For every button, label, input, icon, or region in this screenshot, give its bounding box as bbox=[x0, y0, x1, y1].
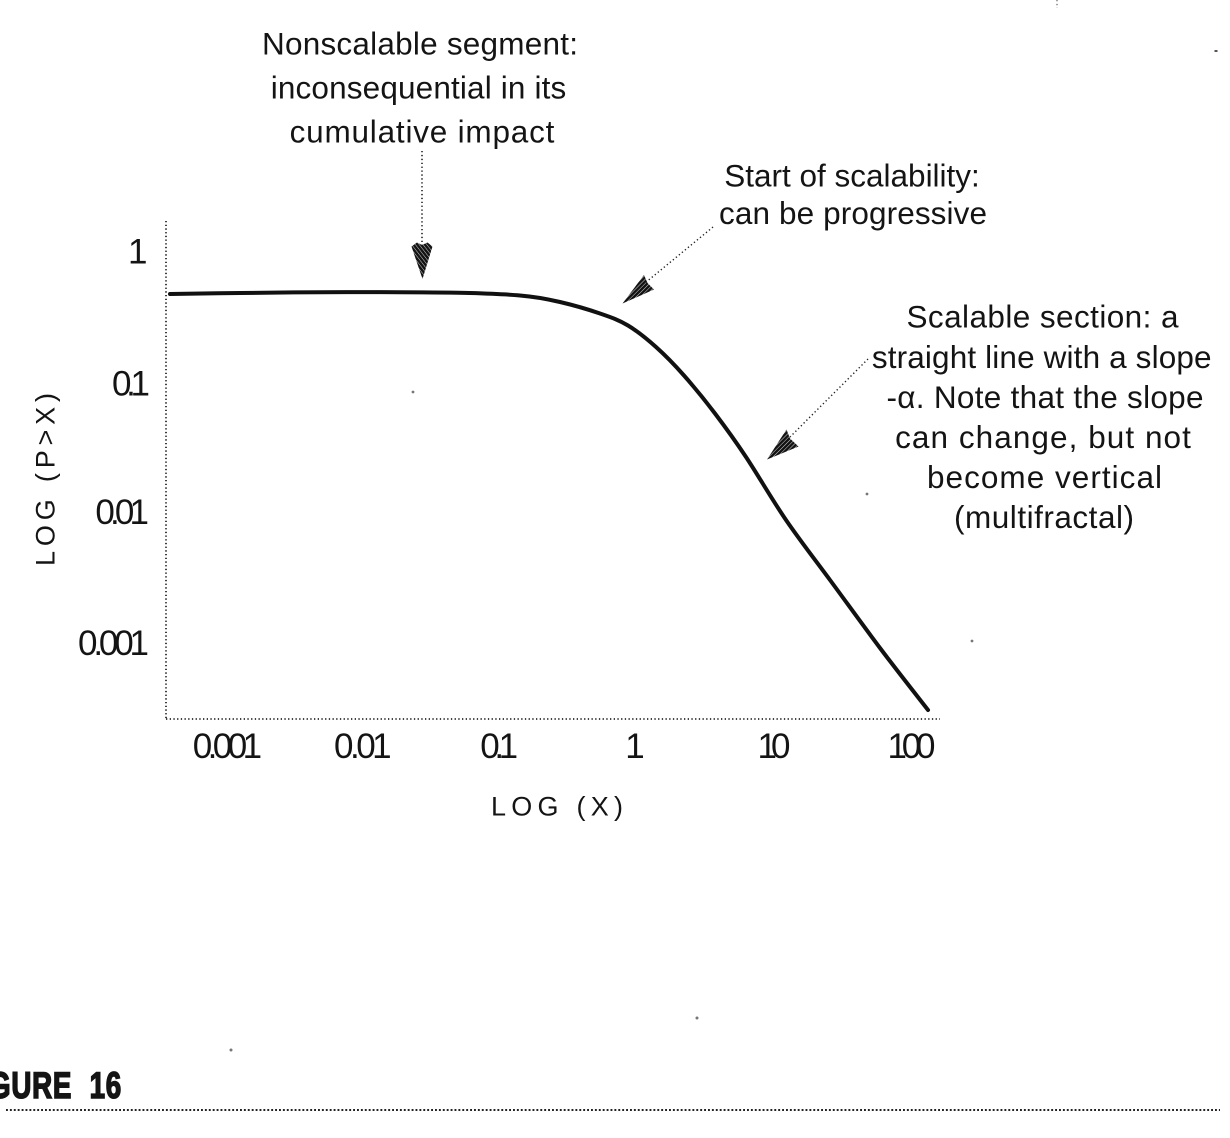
svg-text:become vertical: become vertical bbox=[927, 459, 1162, 495]
svg-text:Scalable section: a: Scalable section: a bbox=[907, 299, 1179, 335]
svg-text:100: 100 bbox=[888, 727, 936, 766]
svg-text:0.1: 0.1 bbox=[480, 727, 518, 766]
svg-text:0.001: 0.001 bbox=[78, 624, 149, 663]
svg-text:can be progressive: can be progressive bbox=[719, 195, 987, 231]
svg-text:Start of scalability:: Start of scalability: bbox=[724, 158, 980, 194]
svg-text:1: 1 bbox=[625, 727, 644, 766]
svg-text:inconsequential in its: inconsequential in its bbox=[271, 69, 567, 105]
svg-text:LOG (X): LOG (X) bbox=[491, 792, 623, 822]
svg-text:(multifractal): (multifractal) bbox=[954, 499, 1134, 535]
svg-text:straight line with a slope: straight line with a slope bbox=[872, 339, 1212, 375]
svg-text:0.01: 0.01 bbox=[334, 727, 392, 766]
svg-text:0.01: 0.01 bbox=[95, 493, 149, 532]
svg-text:0.001: 0.001 bbox=[193, 727, 262, 766]
svg-text:0.1: 0.1 bbox=[112, 365, 150, 404]
svg-text:cumulative impact: cumulative impact bbox=[290, 113, 555, 149]
svg-text:Nonscalable segment:: Nonscalable segment: bbox=[262, 26, 578, 62]
svg-text:10: 10 bbox=[758, 727, 791, 766]
svg-text:GURE 16: GURE 16 bbox=[0, 1064, 122, 1106]
svg-text:1: 1 bbox=[128, 233, 147, 272]
svg-text:-α. Note that the slope: -α. Note that the slope bbox=[887, 379, 1204, 415]
svg-text:LOG (P>X): LOG (P>X) bbox=[31, 393, 61, 566]
svg-text:can change, but not: can change, but not bbox=[895, 419, 1191, 455]
